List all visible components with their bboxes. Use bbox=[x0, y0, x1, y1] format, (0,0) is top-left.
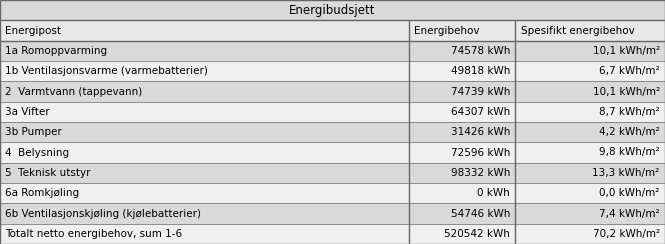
Text: 0,0 kWh/m²: 0,0 kWh/m² bbox=[599, 188, 660, 198]
Text: 4  Belysning: 4 Belysning bbox=[5, 148, 69, 157]
Bar bbox=[409, 163, 515, 183]
Text: 6a Romkjøling: 6a Romkjøling bbox=[5, 188, 79, 198]
Text: 10,1 kWh/m²: 10,1 kWh/m² bbox=[593, 87, 660, 96]
Text: 2  Varmtvann (tappevann): 2 Varmtvann (tappevann) bbox=[5, 87, 142, 96]
Text: 3b Pumper: 3b Pumper bbox=[5, 127, 62, 137]
Bar bbox=[515, 224, 665, 244]
Bar bbox=[0, 20, 409, 41]
Bar bbox=[409, 142, 515, 163]
Bar bbox=[409, 122, 515, 142]
Bar bbox=[0, 163, 409, 183]
Text: 31426 kWh: 31426 kWh bbox=[451, 127, 510, 137]
Bar bbox=[409, 41, 515, 61]
Bar bbox=[515, 81, 665, 102]
Bar bbox=[515, 20, 665, 41]
Text: 72596 kWh: 72596 kWh bbox=[451, 148, 510, 157]
Bar bbox=[515, 122, 665, 142]
Text: 5  Teknisk utstyr: 5 Teknisk utstyr bbox=[5, 168, 91, 178]
Bar bbox=[0, 183, 409, 203]
Text: Totalt netto energibehov, sum 1-6: Totalt netto energibehov, sum 1-6 bbox=[5, 229, 182, 239]
Text: 3a Vifter: 3a Vifter bbox=[5, 107, 50, 117]
Bar bbox=[0, 224, 409, 244]
Text: 54746 kWh: 54746 kWh bbox=[451, 209, 510, 218]
Text: 74739 kWh: 74739 kWh bbox=[451, 87, 510, 96]
Bar bbox=[0, 41, 409, 61]
Text: 49818 kWh: 49818 kWh bbox=[451, 66, 510, 76]
Text: 0 kWh: 0 kWh bbox=[477, 188, 510, 198]
Text: Spesifikt energibehov: Spesifikt energibehov bbox=[521, 26, 634, 35]
Bar bbox=[409, 183, 515, 203]
Text: 6,7 kWh/m²: 6,7 kWh/m² bbox=[599, 66, 660, 76]
Bar bbox=[409, 61, 515, 81]
Bar bbox=[0, 81, 409, 102]
Text: Energipost: Energipost bbox=[5, 26, 61, 35]
Bar bbox=[515, 102, 665, 122]
Text: Energibudsjett: Energibudsjett bbox=[289, 4, 376, 17]
Bar bbox=[0, 61, 409, 81]
Text: 74578 kWh: 74578 kWh bbox=[451, 46, 510, 56]
Bar bbox=[0, 142, 409, 163]
Bar bbox=[515, 142, 665, 163]
Text: 1a Romoppvarming: 1a Romoppvarming bbox=[5, 46, 108, 56]
Text: 520542 kWh: 520542 kWh bbox=[444, 229, 510, 239]
Bar bbox=[0, 203, 409, 224]
Text: 98332 kWh: 98332 kWh bbox=[451, 168, 510, 178]
Bar bbox=[409, 20, 515, 41]
Bar bbox=[409, 203, 515, 224]
Bar bbox=[409, 224, 515, 244]
Text: 64307 kWh: 64307 kWh bbox=[451, 107, 510, 117]
Text: 7,4 kWh/m²: 7,4 kWh/m² bbox=[599, 209, 660, 218]
Text: 8,7 kWh/m²: 8,7 kWh/m² bbox=[599, 107, 660, 117]
Bar bbox=[515, 61, 665, 81]
Bar bbox=[0, 122, 409, 142]
Text: 1b Ventilasjonsvarme (varmebatterier): 1b Ventilasjonsvarme (varmebatterier) bbox=[5, 66, 208, 76]
Text: 6b Ventilasjonskjøling (kjølebatterier): 6b Ventilasjonskjøling (kjølebatterier) bbox=[5, 209, 201, 218]
Bar bbox=[409, 81, 515, 102]
Bar bbox=[515, 183, 665, 203]
Text: 13,3 kWh/m²: 13,3 kWh/m² bbox=[593, 168, 660, 178]
Bar bbox=[0, 0, 665, 20]
Text: 10,1 kWh/m²: 10,1 kWh/m² bbox=[593, 46, 660, 56]
Bar bbox=[515, 41, 665, 61]
Text: 9,8 kWh/m²: 9,8 kWh/m² bbox=[599, 148, 660, 157]
Text: Energibehov: Energibehov bbox=[414, 26, 479, 35]
Bar bbox=[515, 163, 665, 183]
Text: 4,2 kWh/m²: 4,2 kWh/m² bbox=[599, 127, 660, 137]
Text: 70,2 kWh/m²: 70,2 kWh/m² bbox=[593, 229, 660, 239]
Bar bbox=[515, 203, 665, 224]
Bar bbox=[0, 102, 409, 122]
Bar bbox=[409, 102, 515, 122]
